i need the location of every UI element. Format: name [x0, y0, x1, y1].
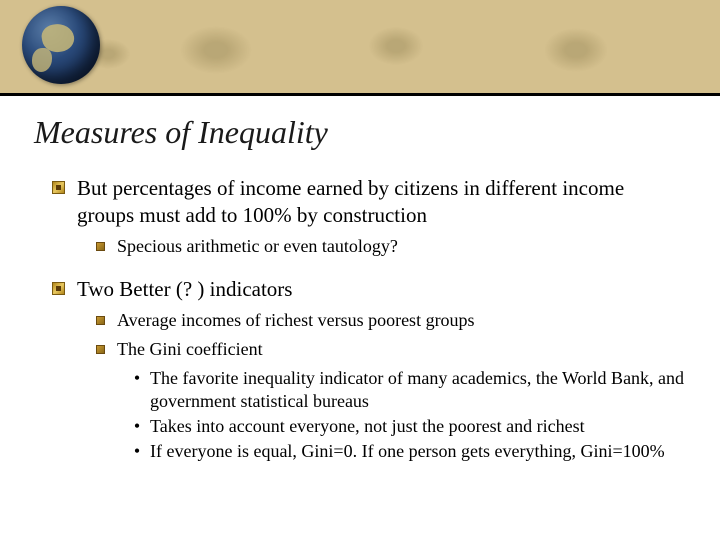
bullet-level2: Specious arithmetic or even tautology? — [96, 235, 686, 258]
bullet-text: Takes into account everyone, not just th… — [150, 415, 686, 438]
bullet-level3: • Takes into account everyone, not just … — [130, 415, 686, 438]
bullet-level1: Two Better (? ) indicators — [52, 276, 686, 303]
bullet-text: If everyone is equal, Gini=0. If one per… — [150, 440, 686, 463]
bullet-text: Average incomes of richest versus poores… — [117, 309, 686, 332]
bullet-level3: • If everyone is equal, Gini=0. If one p… — [130, 440, 686, 463]
diamond-bullet-icon — [96, 316, 105, 325]
bullet-text: The favorite inequality indicator of man… — [150, 367, 686, 413]
bullet-text: Specious arithmetic or even tautology? — [117, 235, 686, 258]
globe-icon — [22, 6, 100, 84]
slide-title: Measures of Inequality — [34, 114, 686, 151]
diamond-bullet-icon — [96, 345, 105, 354]
square-bullet-icon — [52, 282, 65, 295]
square-bullet-icon — [52, 181, 65, 194]
diamond-bullet-icon — [96, 242, 105, 251]
bullet-level3: • The favorite inequality indicator of m… — [130, 367, 686, 413]
dot-bullet-icon: • — [130, 440, 144, 463]
bullet-text: Two Better (? ) indicators — [77, 276, 686, 303]
dot-bullet-icon: • — [130, 367, 144, 390]
dot-bullet-icon: • — [130, 415, 144, 438]
bullet-level2: Average incomes of richest versus poores… — [96, 309, 686, 332]
banner-map-texture — [0, 10, 720, 90]
slide-content: Measures of Inequality But percentages o… — [0, 96, 720, 463]
slide-banner — [0, 0, 720, 96]
bullet-text: But percentages of income earned by citi… — [77, 175, 686, 229]
bullet-level1: But percentages of income earned by citi… — [52, 175, 686, 229]
bullet-text: The Gini coefficient — [117, 338, 686, 361]
bullet-level2: The Gini coefficient — [96, 338, 686, 361]
